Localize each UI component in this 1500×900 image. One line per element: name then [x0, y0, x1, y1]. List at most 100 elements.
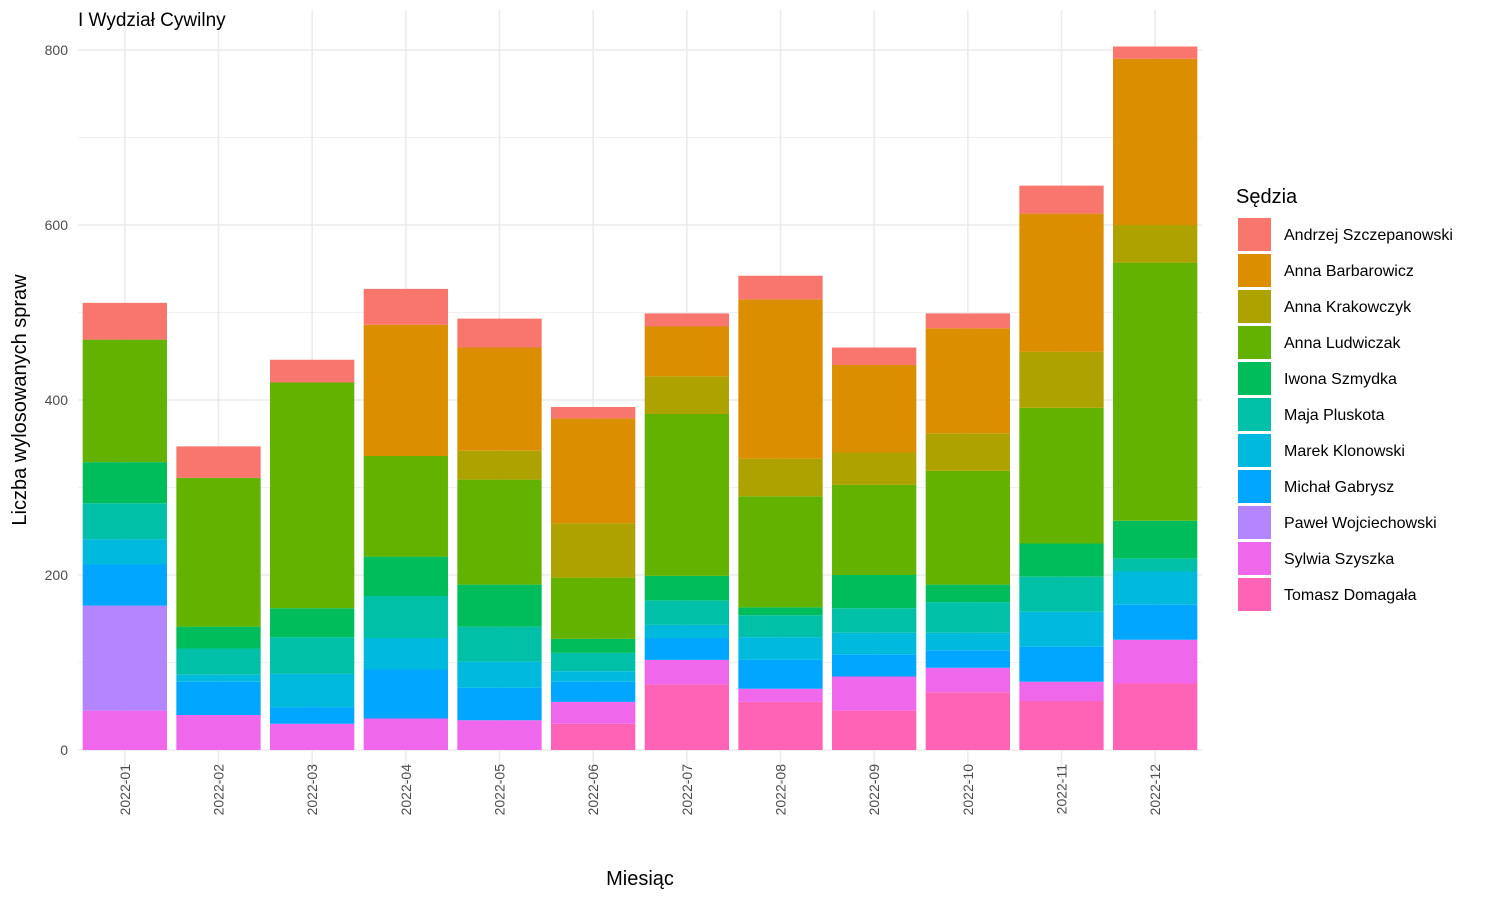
bar-segment: [363, 718, 448, 750]
bar-segment: [925, 328, 1010, 434]
x-tick-label: 2022-08: [773, 764, 789, 816]
bar-segment: [457, 661, 542, 688]
legend-label: Anna Krakowczyk: [1284, 299, 1412, 316]
bar-segment: [644, 326, 729, 377]
bar-segment: [832, 452, 917, 485]
bar-segment: [738, 615, 823, 638]
bar-segment: [363, 669, 448, 719]
y-axis-ticks: 0 200 400 600 800: [45, 42, 69, 758]
y-tick-label: 400: [45, 392, 69, 408]
bar-segment: [925, 667, 1010, 693]
bar-segment: [1113, 46, 1198, 59]
bar-segment: [457, 479, 542, 585]
y-axis-title: Liczba wylosowanych spraw: [9, 274, 31, 526]
bar-segment: [82, 710, 167, 750]
bar-segment: [457, 720, 542, 750]
legend-swatch: [1238, 542, 1271, 575]
bar-segment: [1113, 520, 1198, 559]
bar-segment: [457, 626, 542, 662]
x-tick-label: 2022-11: [1054, 764, 1070, 815]
legend-label: Michał Gabrysz: [1284, 479, 1394, 496]
bar-segment: [270, 673, 355, 708]
x-tick-label: 2022-05: [492, 764, 508, 816]
legend-label: Andrzej Szczepanowski: [1284, 227, 1453, 244]
bar-segment: [925, 433, 1010, 471]
bar-segment: [832, 484, 917, 575]
bar-segment: [176, 626, 261, 649]
bar-segment: [1019, 576, 1104, 612]
bar-segment: [551, 671, 636, 682]
legend-swatch: [1238, 254, 1271, 287]
legend-label: Maja Pluskota: [1284, 407, 1385, 424]
bar-segment: [82, 462, 167, 504]
bar-segment: [925, 313, 1010, 329]
bar-segment: [82, 503, 167, 540]
bar-segment: [644, 638, 729, 660]
bar-segment: [270, 707, 355, 724]
bar-segment: [738, 496, 823, 608]
bar-segment: [551, 523, 636, 578]
bar-segment: [176, 715, 261, 750]
bar-segment: [82, 605, 167, 711]
bar-segment: [832, 347, 917, 365]
bar-segment: [1113, 558, 1198, 572]
legend-label: Iwona Szmydka: [1284, 371, 1397, 388]
x-tick-label: 2022-09: [866, 764, 882, 816]
bar-segment: [270, 608, 355, 638]
bar-segment: [82, 564, 167, 606]
bar-segment: [644, 376, 729, 414]
legend-swatch: [1238, 218, 1271, 251]
bar-segment: [551, 652, 636, 672]
legend-swatch: [1238, 398, 1271, 431]
x-axis-title: Miesiąc: [606, 868, 674, 890]
bar-segment: [82, 302, 167, 340]
bar-segment: [457, 584, 542, 627]
bar-segment: [363, 456, 448, 557]
bar-segment: [738, 659, 823, 689]
bar-segment: [1113, 604, 1198, 640]
bar-segment: [1019, 213, 1104, 352]
bar-segment: [82, 539, 167, 565]
legend-swatch: [1238, 434, 1271, 467]
x-tick-label: 2022-10: [960, 764, 976, 816]
bar-segment: [925, 584, 1010, 603]
bar-segment: [270, 382, 355, 609]
bar-segment: [738, 458, 823, 497]
bar-segment: [644, 684, 729, 750]
y-tick-label: 0: [60, 742, 68, 758]
bar-segment: [1019, 681, 1104, 701]
x-tick-label: 2022-03: [304, 764, 320, 816]
bar-segment: [457, 687, 542, 721]
bar-segment: [176, 674, 261, 682]
bars: [82, 46, 1198, 750]
legend-label: Marek Klonowski: [1284, 443, 1405, 460]
bar-segment: [925, 470, 1010, 585]
legend-label: Paweł Wojciechowski: [1284, 515, 1437, 532]
bar-segment: [457, 318, 542, 348]
legend-swatch: [1238, 290, 1271, 323]
bar-segment: [551, 418, 636, 524]
bar-segment: [551, 577, 636, 639]
chart-title: I Wydział Cywilny: [78, 10, 226, 31]
bar-segment: [363, 288, 448, 325]
bar-segment: [1019, 611, 1104, 647]
bar-segment: [832, 654, 917, 677]
bar-segment: [832, 676, 917, 711]
bar-segment: [832, 632, 917, 655]
bar-segment: [925, 692, 1010, 750]
bar-segment: [1113, 571, 1198, 605]
bar-segment: [1113, 225, 1198, 263]
bar-segment: [82, 339, 167, 463]
bar-segment: [551, 701, 636, 724]
bar-segment: [1019, 185, 1104, 214]
legend-swatch: [1238, 506, 1271, 539]
y-tick-label: 600: [45, 217, 69, 233]
x-axis-ticks: 2022-01 2022-02 2022-03 2022-04 2022-05 2022-…: [117, 764, 1163, 816]
bar-segment: [832, 710, 917, 750]
bar-segment: [1113, 683, 1198, 750]
bar-segment: [832, 365, 917, 453]
bar-segment: [270, 723, 355, 750]
bar-segment: [644, 575, 729, 601]
bar-segment: [925, 650, 1010, 668]
bar-segment: [738, 607, 823, 616]
